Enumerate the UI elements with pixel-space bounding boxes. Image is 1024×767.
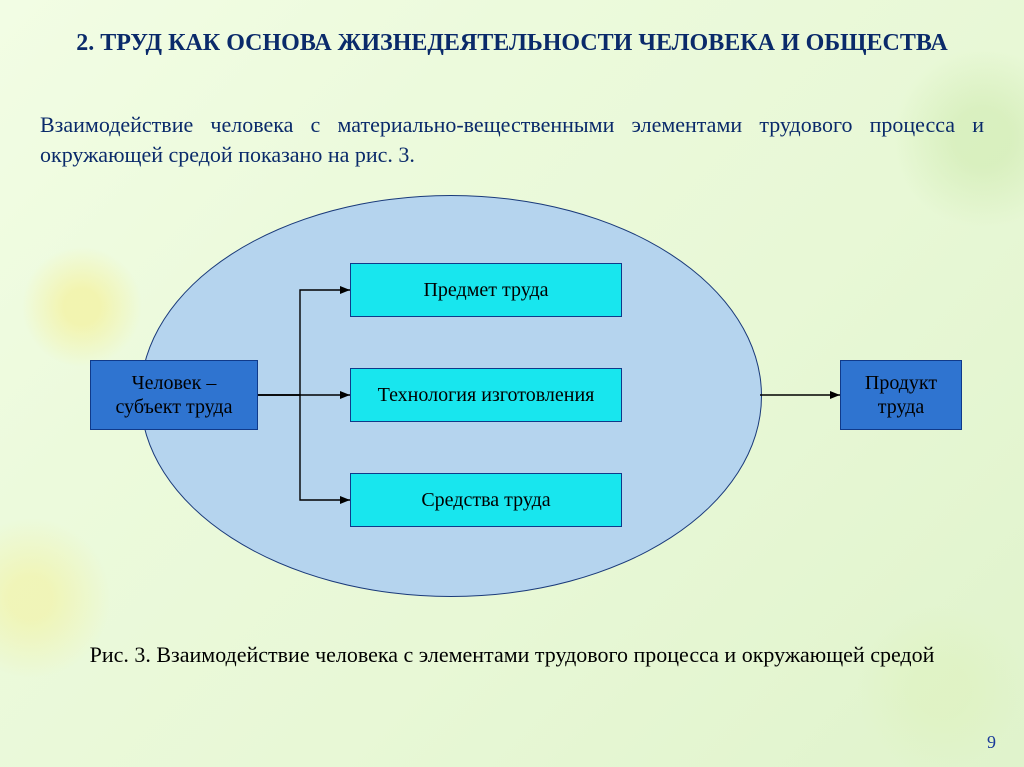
node-label: Технология изготовления [378,383,595,407]
node-label: Человек – субъект труда [97,371,251,419]
node-means: Средства труда [350,473,622,527]
slide-title: 2. ТРУД КАК ОСНОВА ЖИЗНЕДЕЯТЕЛЬНОСТИ ЧЕЛ… [60,28,964,58]
node-product: Продукт труда [840,360,962,430]
intro-paragraph: Взаимодействие человека с материально-ве… [40,110,984,169]
flow-arrow [258,290,350,395]
node-tech: Технология изготовления [350,368,622,422]
node-label: Предмет труда [423,278,548,302]
diagram-canvas: Человек – субъект труда Предмет труда Техн… [50,185,974,605]
figure-caption: Рис. 3. Взаимодействие человека с элемен… [60,640,964,670]
node-label: Средства труда [421,488,550,512]
page-number: 9 [987,732,996,753]
node-predmet: Предмет труда [350,263,622,317]
flow-arrow [258,395,350,500]
node-label: Продукт труда [847,371,955,419]
node-subject: Человек – субъект труда [90,360,258,430]
